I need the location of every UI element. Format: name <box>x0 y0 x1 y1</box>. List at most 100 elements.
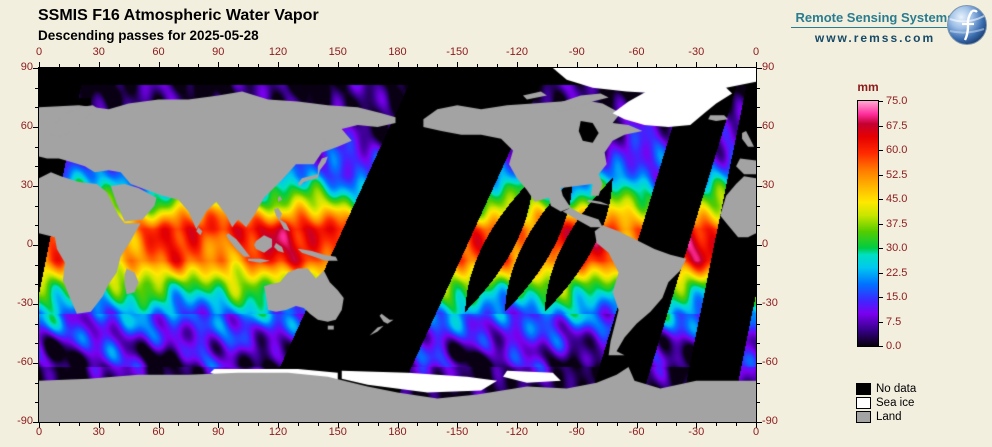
axis-tick <box>218 423 220 428</box>
lon-tick-label: 0 <box>752 46 760 58</box>
colorbar-tick <box>879 224 883 225</box>
lon-tick-label: -30 <box>688 46 705 58</box>
axis-tick <box>138 64 140 67</box>
axis-tick <box>58 64 60 67</box>
axis-tick <box>417 423 419 426</box>
legend-item-sea-ice: Sea ice <box>856 396 916 410</box>
lat-tick-label: -90 <box>17 415 33 427</box>
axis-tick <box>35 205 38 207</box>
lat-tick-label: 60 <box>762 120 775 132</box>
lon-tick-label: 150 <box>328 426 347 438</box>
axis-tick <box>757 146 760 148</box>
axis-tick <box>158 62 160 67</box>
axis-tick <box>33 245 38 246</box>
axis-tick <box>757 107 760 109</box>
axis-tick <box>35 264 38 266</box>
lon-tick-label: -60 <box>628 46 645 58</box>
axis-tick <box>596 64 598 67</box>
brand-name: Remote Sensing Systems <box>795 10 955 25</box>
water-vapor-map-canvas <box>39 68 756 422</box>
axis-tick <box>656 423 658 426</box>
axis-tick <box>757 225 760 227</box>
axis-tick <box>437 64 439 67</box>
axis-tick <box>118 64 120 67</box>
lon-tick-label: -60 <box>628 426 645 438</box>
legend-label: No data <box>876 383 917 395</box>
lon-tick-label: 0 <box>35 426 43 438</box>
lat-tick-label: 30 <box>20 179 33 191</box>
axis-tick <box>317 64 319 67</box>
colorbar-tick <box>879 101 883 102</box>
colorbar-gradient <box>858 101 878 346</box>
lat-tick-label: 0 <box>762 238 769 250</box>
axis-tick <box>33 422 38 423</box>
axis-tick <box>35 382 38 384</box>
axis-tick <box>576 423 578 428</box>
axis-tick <box>33 68 38 69</box>
axis-tick <box>258 423 260 426</box>
colorbar-tick <box>879 150 883 151</box>
axis-tick <box>98 423 100 428</box>
colorbar-tick-label: 52.5 <box>886 169 908 181</box>
axis-tick <box>757 382 760 384</box>
axis-tick <box>497 423 499 426</box>
axis-tick <box>756 423 757 428</box>
axis-tick <box>297 423 299 426</box>
axis-tick <box>676 64 678 67</box>
axis-tick <box>397 62 399 67</box>
axis-tick <box>178 64 180 67</box>
axis-tick <box>39 423 40 428</box>
lon-tick-label: 90 <box>212 46 225 58</box>
axis-tick <box>757 304 762 305</box>
axis-tick <box>757 422 762 423</box>
axis-tick <box>757 205 760 207</box>
axis-tick <box>35 402 38 404</box>
axis-tick <box>757 166 760 168</box>
axis-tick <box>337 423 339 428</box>
axis-tick <box>33 186 38 187</box>
colorbar-unit-label: mm <box>857 80 879 94</box>
axis-tick <box>58 423 60 426</box>
lon-tick-label: 120 <box>268 46 288 58</box>
axis-tick <box>198 423 200 426</box>
lon-tick-label: -30 <box>688 426 705 438</box>
axis-tick <box>78 64 80 67</box>
legend-swatch <box>856 397 871 409</box>
lat-tick-label: 90 <box>20 61 33 73</box>
axis-tick <box>198 64 200 67</box>
axis-tick <box>35 343 38 345</box>
legend-swatch <box>856 411 871 423</box>
axis-tick <box>397 423 399 428</box>
axis-tick <box>457 423 459 428</box>
lat-tick-label: 30 <box>762 179 775 191</box>
colorbar <box>857 100 879 347</box>
axis-tick <box>218 62 220 67</box>
colorbar-tick-label: 45.0 <box>886 193 908 205</box>
map-legend: No data Sea ice Land <box>856 382 916 424</box>
lat-tick-label: 60 <box>20 120 33 132</box>
axis-tick <box>656 64 658 67</box>
axis-tick <box>757 245 762 246</box>
axis-tick <box>35 284 38 286</box>
colorbar-tick-label: 60.0 <box>886 144 908 156</box>
axis-tick <box>576 62 578 67</box>
lon-tick-label: -120 <box>505 46 529 58</box>
axis-tick <box>757 284 760 286</box>
axis-tick <box>757 323 760 325</box>
axis-tick <box>556 64 558 67</box>
axis-tick <box>736 423 738 426</box>
axis-tick <box>158 423 160 428</box>
axis-tick <box>757 127 762 128</box>
axis-tick <box>556 423 558 426</box>
axis-tick <box>238 64 240 67</box>
axis-tick <box>35 146 38 148</box>
colorbar-tick-label: 7.5 <box>886 316 902 328</box>
axis-tick <box>517 62 518 67</box>
axis-tick <box>297 64 299 67</box>
axis-tick <box>357 423 359 426</box>
lat-tick-label: 90 <box>762 61 775 73</box>
lon-tick-label: 0 <box>35 46 43 58</box>
axis-tick <box>757 87 760 89</box>
brand-url-link[interactable]: www.remss.com <box>814 31 936 45</box>
